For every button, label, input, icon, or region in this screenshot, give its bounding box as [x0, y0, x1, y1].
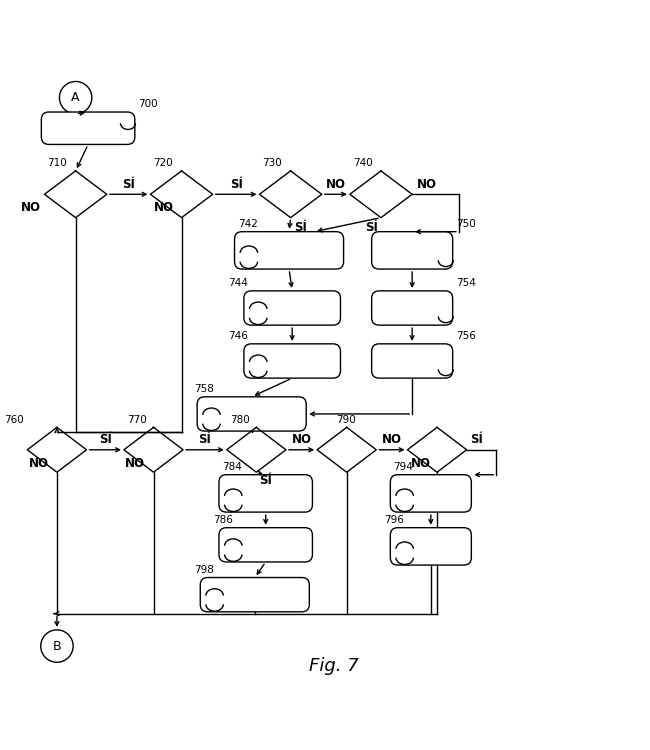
Text: SÍ: SÍ [294, 220, 307, 234]
Text: 740: 740 [353, 158, 372, 168]
Text: NO: NO [326, 178, 346, 190]
Text: 750: 750 [456, 219, 476, 230]
Text: 746: 746 [228, 332, 248, 341]
Text: 720: 720 [153, 158, 174, 168]
Text: SÍ: SÍ [470, 433, 483, 446]
Text: NO: NO [411, 458, 430, 470]
Text: NO: NO [29, 458, 49, 470]
FancyBboxPatch shape [244, 291, 341, 326]
Text: NO: NO [125, 458, 145, 470]
Text: NO: NO [382, 433, 402, 446]
Text: 786: 786 [213, 515, 233, 525]
Text: SÍ: SÍ [229, 178, 242, 190]
Text: 760: 760 [5, 415, 24, 424]
FancyBboxPatch shape [200, 578, 309, 612]
Text: NO: NO [417, 178, 437, 190]
Text: 700: 700 [138, 99, 157, 109]
Text: 770: 770 [127, 415, 147, 424]
FancyBboxPatch shape [42, 112, 135, 145]
Text: 784: 784 [222, 462, 242, 472]
FancyBboxPatch shape [391, 528, 471, 565]
FancyBboxPatch shape [391, 475, 471, 512]
Text: 744: 744 [228, 278, 248, 289]
Text: 742: 742 [238, 219, 257, 230]
Text: 710: 710 [47, 158, 68, 168]
Text: SÍ: SÍ [365, 220, 378, 234]
FancyBboxPatch shape [197, 397, 306, 431]
Text: NO: NO [153, 200, 174, 214]
FancyBboxPatch shape [372, 344, 452, 378]
Text: 754: 754 [456, 278, 476, 289]
Text: SÍ: SÍ [99, 433, 112, 446]
FancyBboxPatch shape [372, 291, 452, 326]
FancyBboxPatch shape [219, 475, 313, 512]
Text: 780: 780 [230, 415, 250, 424]
Text: 794: 794 [393, 462, 413, 472]
Text: 758: 758 [194, 384, 214, 394]
Text: 798: 798 [194, 565, 214, 575]
FancyBboxPatch shape [235, 232, 344, 269]
Text: 796: 796 [384, 515, 404, 525]
Text: 790: 790 [336, 415, 356, 424]
Text: SÍ: SÍ [259, 474, 272, 487]
FancyBboxPatch shape [372, 232, 452, 269]
Text: 730: 730 [263, 158, 282, 168]
FancyBboxPatch shape [219, 528, 313, 562]
Text: NO: NO [292, 433, 311, 446]
Text: SÍ: SÍ [122, 178, 135, 190]
Text: SÍ: SÍ [198, 433, 211, 446]
FancyBboxPatch shape [244, 344, 341, 378]
Text: NO: NO [21, 200, 42, 214]
Text: 756: 756 [456, 332, 476, 341]
Text: B: B [53, 640, 61, 652]
Text: A: A [72, 92, 80, 104]
Text: Fig. 7: Fig. 7 [309, 657, 359, 675]
